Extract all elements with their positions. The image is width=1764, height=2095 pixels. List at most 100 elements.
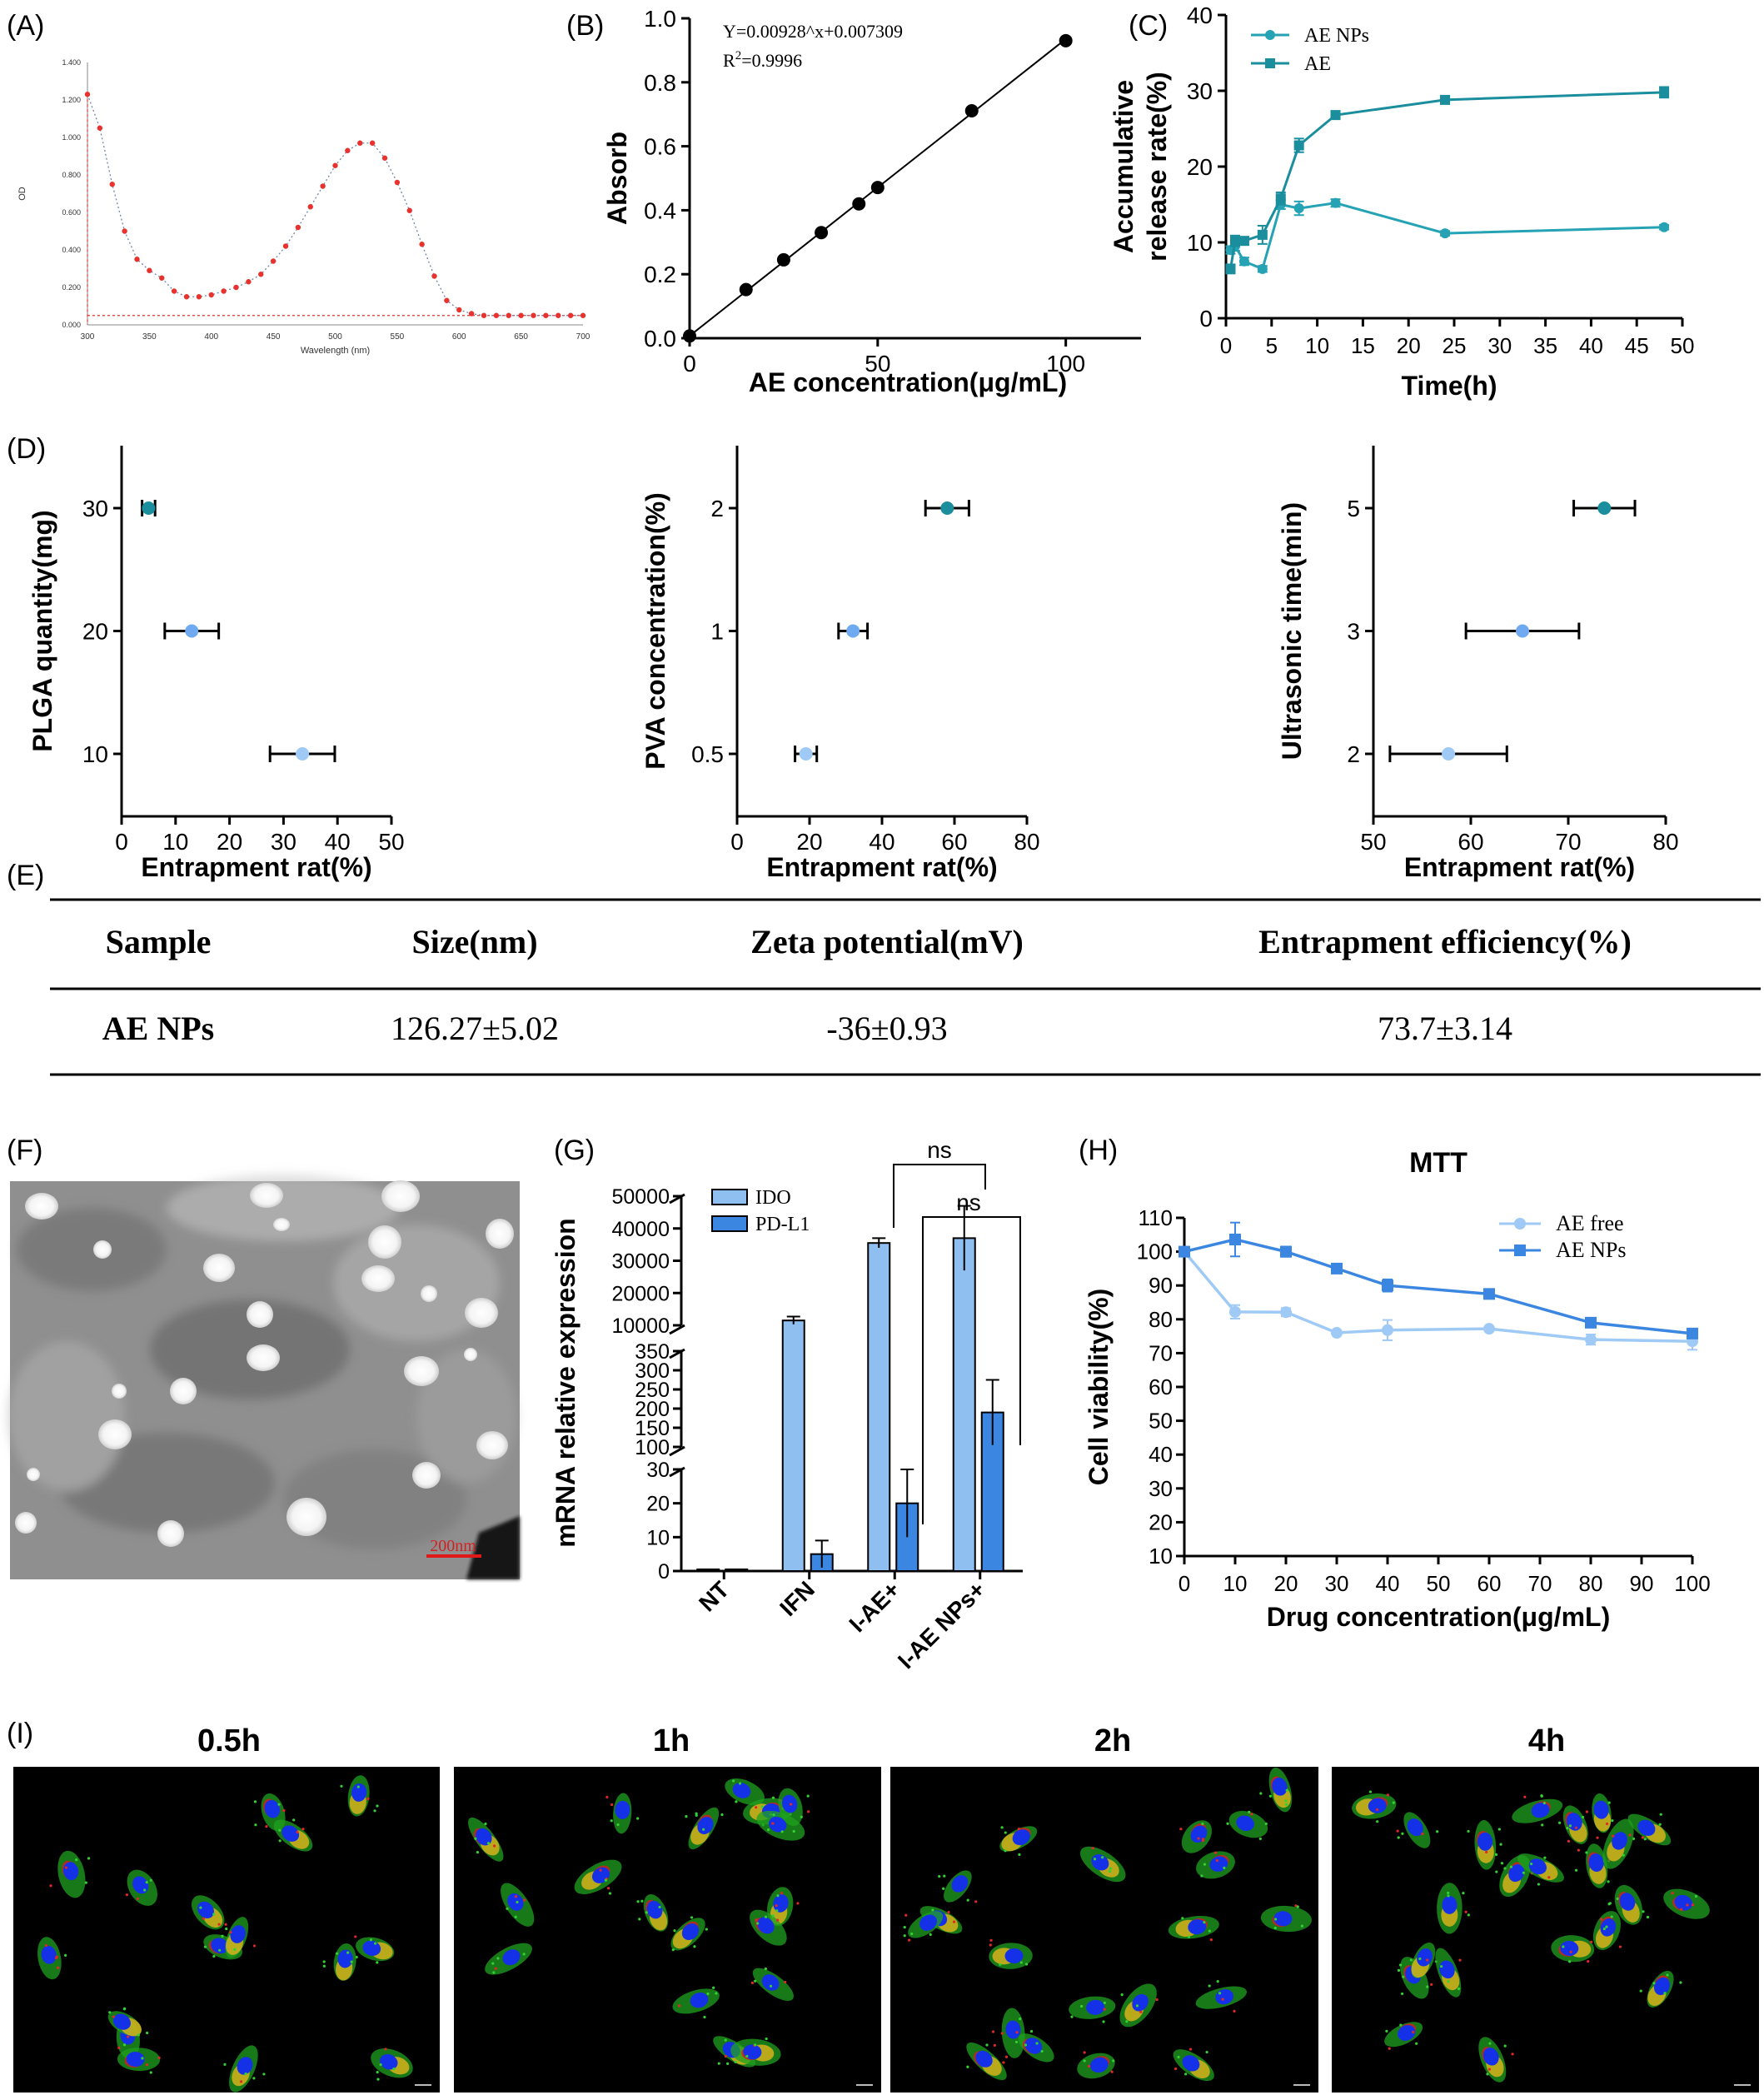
y-tick-label: 1.400: [62, 58, 81, 67]
data-point: [1275, 193, 1286, 204]
speckle: [1440, 1965, 1443, 1968]
table-header-entrapment: Entrapment efficiency(%): [1258, 923, 1632, 960]
y-tick-label: 30: [82, 496, 108, 521]
x-tick-label: 300: [81, 332, 95, 342]
speckle: [706, 1992, 710, 1996]
significance-label: ns: [927, 1137, 952, 1163]
speckle: [604, 1878, 607, 1882]
speckle: [1447, 1891, 1450, 1895]
y-tick-label: 0.4: [644, 197, 676, 223]
x-axis-title: Entrapment rat(%): [1404, 852, 1635, 882]
y-axis-title: Ultrasonic time(min): [1277, 502, 1307, 760]
speckle: [376, 1961, 379, 1964]
speckle: [765, 2037, 768, 2041]
cell: [1260, 1905, 1312, 1933]
cell-nucleus: [646, 1900, 663, 1919]
speckle: [1567, 1839, 1570, 1843]
cell: [1384, 2022, 1423, 2048]
speckle: [354, 1935, 357, 1938]
speckle: [322, 1960, 326, 1963]
speckle: [1103, 2001, 1106, 2004]
cell-nucleus: [1593, 1800, 1609, 1819]
speckle: [1388, 2047, 1391, 2050]
cell: [1602, 1818, 1634, 1869]
speckle: [738, 1782, 742, 1785]
speckle: [903, 1934, 906, 1938]
cell-nucleus: [282, 1825, 300, 1842]
cell-nucleus: [1600, 1918, 1617, 1937]
cell-nucleus: [697, 1817, 714, 1834]
x-tick-label: 600: [452, 332, 466, 342]
speckle: [1184, 2073, 1188, 2076]
x-tick-label: 70: [1528, 1571, 1552, 1596]
speckle: [127, 2035, 130, 2038]
speckle: [610, 1819, 613, 1823]
speckle: [1585, 1810, 1588, 1813]
speckle: [301, 1828, 305, 1831]
speckle: [149, 2071, 152, 2074]
y-tick-label: 50: [1149, 1409, 1173, 1434]
y-axis-title: Absorb: [602, 132, 632, 225]
speckle: [1215, 1858, 1218, 1863]
speckle: [1376, 1820, 1379, 1823]
fluor-label-4h: 4h: [1528, 1723, 1565, 1758]
speckle: [1000, 1826, 1004, 1829]
data-point: [1257, 263, 1268, 274]
cell: [1403, 1812, 1431, 1848]
speckle: [938, 1874, 941, 1878]
speckle: [1486, 2073, 1489, 2076]
tem-scale-label: 200nm: [430, 1537, 476, 1555]
speckle: [1585, 1851, 1588, 1854]
y-tick-label: 10: [1187, 230, 1213, 256]
cell: [752, 1968, 794, 2001]
y-axis-title: Cell viability(%): [1084, 1289, 1114, 1486]
legend-marker: [1514, 1218, 1526, 1230]
speckle: [1467, 1829, 1470, 1833]
cell-nucleus: [1368, 1798, 1387, 1813]
x-tick-label: 450: [267, 332, 281, 342]
speckle: [225, 1927, 228, 1931]
speckle: [776, 1894, 780, 1898]
speckle: [1226, 1822, 1229, 1825]
legend-marker: [1265, 30, 1275, 40]
legend-marker: [1265, 58, 1275, 68]
fluor-label-2h: 2h: [1094, 1723, 1131, 1758]
speckle: [376, 2078, 380, 2081]
speckle: [376, 1804, 379, 1808]
data-point: [1330, 197, 1341, 208]
speckle: [775, 1909, 779, 1913]
y-tick-label: 1.000: [62, 133, 81, 142]
speckle: [1268, 1794, 1272, 1798]
cell-nucleus: [1508, 1863, 1525, 1883]
cell: [1512, 1798, 1563, 1823]
speckle: [141, 2057, 144, 2060]
speckle: [1004, 1849, 1007, 1853]
panel-label-a: (A): [7, 10, 44, 42]
fluorescence-panel: 0.5h 1h 2h 4h: [13, 1723, 1759, 2093]
cell: [1478, 2037, 1507, 2083]
speckle: [146, 2031, 149, 2035]
data-point: [122, 228, 127, 234]
speckle: [1671, 1892, 1674, 1895]
scale-bar: [1293, 2084, 1310, 2086]
speckle: [904, 1913, 908, 1917]
speckle: [335, 1952, 339, 1955]
x-tick-label: 90: [1630, 1571, 1654, 1596]
y-tick-label: 0.000: [62, 321, 81, 329]
data-point: [1059, 33, 1073, 47]
data-point: [1225, 263, 1236, 274]
panel-label-f: (F): [7, 1135, 42, 1166]
speckle: [703, 2015, 706, 2019]
cell-nucleus: [507, 1893, 524, 1911]
y-tick-label: 250: [635, 1379, 670, 1402]
cell-nucleus: [951, 1875, 969, 1893]
y-tick-label: 0.0: [644, 326, 676, 352]
cell: [273, 1819, 313, 1852]
cell-nucleus: [1653, 1977, 1671, 1995]
speckle: [252, 2077, 256, 2080]
fluor-label-1h: 1h: [653, 1723, 690, 1758]
speckle: [49, 1884, 52, 1888]
y-tick-label: 80: [1149, 1307, 1173, 1332]
cell: [999, 1826, 1038, 1852]
data-point: [1280, 1245, 1292, 1258]
